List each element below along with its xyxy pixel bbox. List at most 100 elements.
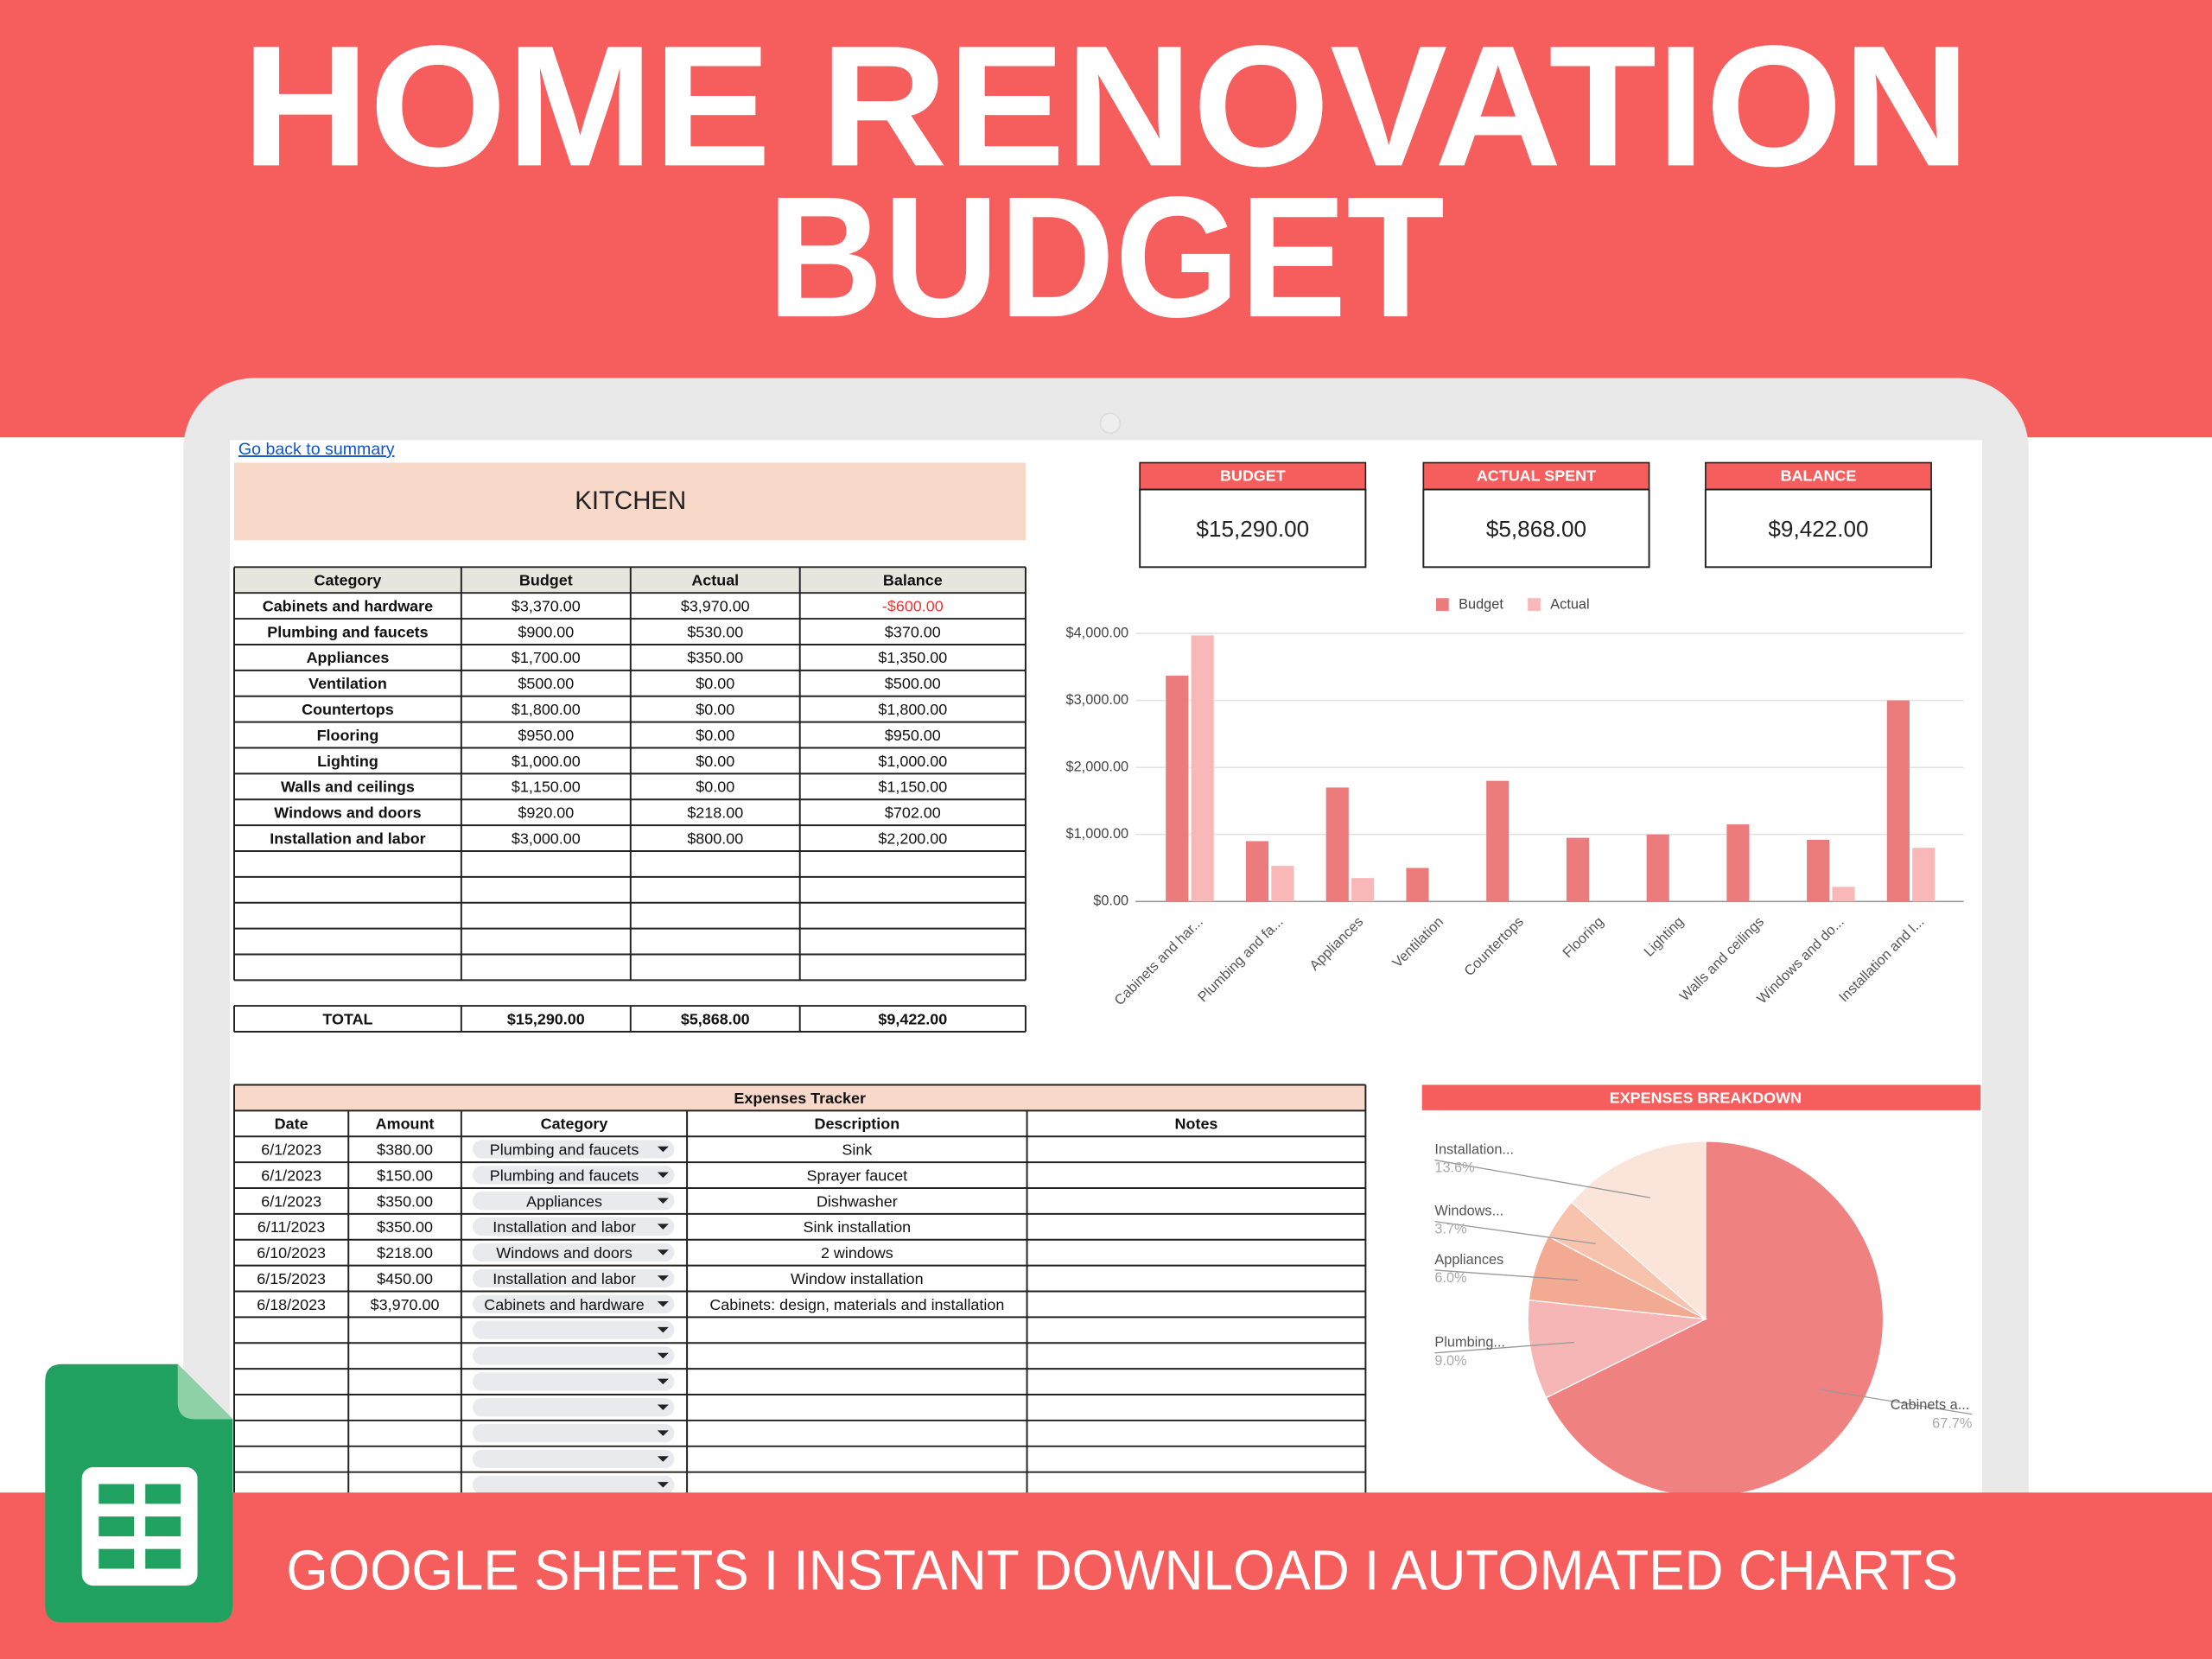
pie-slice [1545, 1141, 1885, 1497]
table-cell: Plumbing and faucets [490, 1166, 639, 1184]
bar [1726, 824, 1750, 902]
table-cell: $3,000.00 [512, 830, 581, 847]
tablet-camera [1099, 412, 1122, 435]
icon-cell [145, 1516, 181, 1536]
column-header: Notes [1175, 1116, 1218, 1133]
icon-fold [177, 1363, 233, 1420]
table-cell: Plumbing and faucets [490, 1141, 639, 1159]
spreadsheet: Go back to summary KITCHEN Category Budget A… [233, 440, 1981, 1525]
dropdown [472, 1294, 675, 1313]
total-cell: $9,422.00 [878, 1010, 947, 1027]
leader-line [1434, 1341, 1575, 1354]
table-cell: $800.00 [687, 830, 743, 847]
dropdown-arrow [657, 1275, 669, 1281]
icon-cell [145, 1484, 181, 1504]
table-cell: 6/1/2023 [261, 1192, 321, 1210]
dropdown-arrow [657, 1172, 669, 1179]
bar [1191, 635, 1214, 902]
table-cell: 6/1/2023 [261, 1141, 321, 1159]
table-cell: Dishwasher [817, 1192, 898, 1210]
dropdown-arrow [657, 1482, 669, 1488]
dropdown [472, 1166, 675, 1185]
bar [1325, 787, 1349, 902]
column-header: Date [275, 1116, 308, 1133]
dropdown [472, 1217, 675, 1236]
table-cell: 6/15/2023 [257, 1270, 326, 1287]
category-cell: Cabinets and hardware [263, 598, 433, 615]
pie-percent: 67.7% [1932, 1415, 1972, 1431]
bottom-band: GOOGLE SHEETS I INSTANT DOWNLOAD I AUTOM… [0, 1492, 2212, 1659]
table-cell: $500.00 [518, 675, 574, 692]
card-body [1422, 488, 1650, 569]
bar [1245, 841, 1269, 902]
bar [1271, 866, 1294, 902]
table-cell: Window installation [791, 1270, 924, 1287]
section-box [234, 462, 1026, 541]
card-header [1139, 461, 1367, 491]
leader-line [1434, 1220, 1596, 1245]
table-cell: $1,800.00 [878, 701, 947, 718]
column-header: Amount [376, 1116, 435, 1133]
table-cell: $900.00 [518, 623, 574, 640]
table-cell: Installation and labor [493, 1270, 636, 1287]
legend-label: Actual [1550, 597, 1589, 613]
bar [1807, 839, 1830, 902]
table-cell: $950.00 [518, 727, 574, 744]
dropdown-arrow [657, 1224, 669, 1230]
table-cell: $0.00 [696, 753, 734, 770]
dropdown-arrow [657, 1146, 669, 1153]
table-cell: $530.00 [687, 623, 743, 640]
table-cell: $0.00 [696, 779, 734, 796]
total-cell: $15,290.00 [507, 1010, 585, 1027]
category-cell: Appliances [307, 649, 390, 666]
table-cell: $920.00 [518, 804, 574, 822]
total-cell: TOTAL [322, 1010, 372, 1027]
category-cell: Walls and ceilings [281, 779, 415, 796]
dropdown-arrow [657, 1352, 669, 1359]
sheets-icon [45, 1363, 233, 1623]
tracker-title-bg [234, 1084, 1366, 1111]
table-cell: 6/11/2023 [257, 1218, 325, 1236]
footer-text: GOOGLE SHEETS I INSTANT DOWNLOAD I AUTOM… [286, 1538, 1958, 1601]
pie-label: Plumbing... [1434, 1335, 1505, 1351]
legend-swatch [1436, 598, 1449, 611]
icon-cell [99, 1484, 135, 1504]
pie-slice [1570, 1141, 1707, 1320]
footer-band [0, 1492, 2212, 1659]
dropdown-arrow [657, 1198, 669, 1204]
legend-label: Budget [1459, 597, 1503, 613]
dropdown [472, 1192, 675, 1211]
bar [1406, 868, 1429, 902]
bar [1566, 837, 1590, 902]
column-header: Budget [519, 572, 573, 589]
dropdown [472, 1243, 675, 1262]
card-header [1705, 461, 1932, 491]
table-cell: $450.00 [377, 1270, 433, 1287]
summary-link[interactable]: Go back to summary [238, 440, 395, 459]
table-cell: $350.00 [377, 1192, 433, 1210]
table-cell: Cabinets and hardware [484, 1296, 644, 1313]
icon-cell [99, 1548, 135, 1569]
bar [1166, 675, 1189, 902]
card-label: BUDGET [1220, 467, 1286, 485]
table-cell: $2,200.00 [878, 830, 947, 847]
table-cell: 6/1/2023 [261, 1166, 321, 1184]
column-header: Category [315, 572, 382, 589]
dropdown-arrow [657, 1326, 669, 1333]
bar [1351, 878, 1375, 902]
column-header: Balance [883, 572, 943, 589]
table-cell: $350.00 [687, 649, 743, 666]
card-value: $5,868.00 [1486, 516, 1586, 542]
table-cell: $380.00 [377, 1141, 433, 1159]
table-cell: $3,370.00 [512, 598, 581, 615]
table-cell: $0.00 [696, 727, 734, 744]
table-cell: 2 windows [821, 1244, 893, 1262]
dropdown [472, 1268, 675, 1287]
dropdown [472, 1449, 675, 1469]
dropdown [472, 1398, 675, 1417]
card-body [1139, 488, 1367, 569]
column-header: Actual [691, 572, 739, 589]
pie-label: Cabinets a... [1891, 1397, 1970, 1413]
